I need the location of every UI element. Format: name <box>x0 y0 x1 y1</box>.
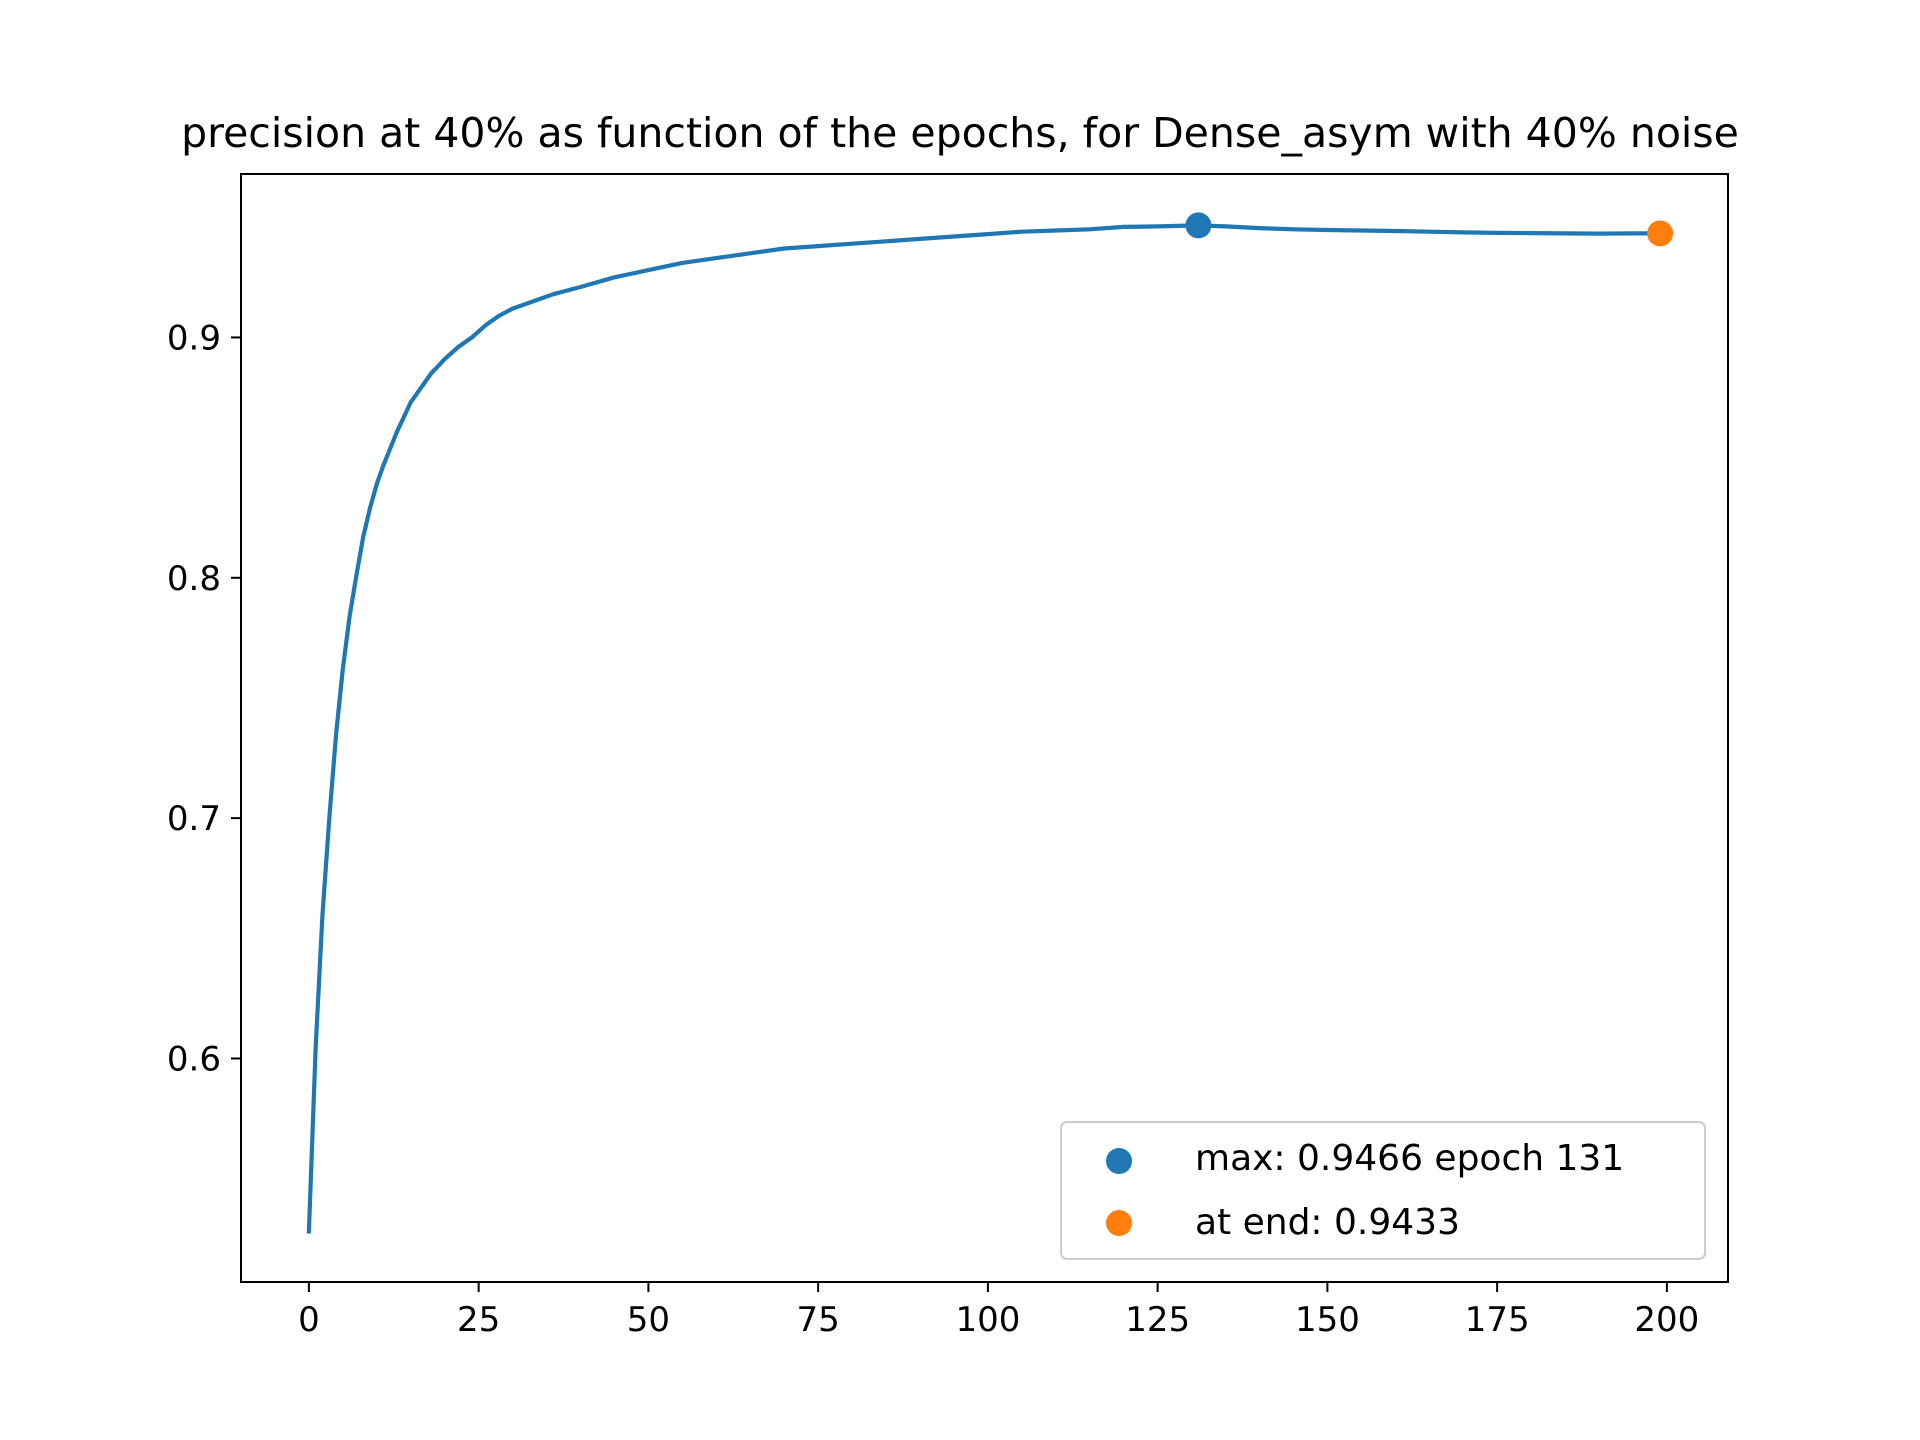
legend-box <box>1060 1121 1706 1260</box>
y-tick-label: 0.6 <box>167 1039 221 1079</box>
legend-label-end: at end: 0.9433 <box>1195 1202 1460 1243</box>
x-tick-label: 25 <box>457 1300 500 1340</box>
y-axis: 0.6 0.7 0.8 0.9 <box>167 318 241 1079</box>
marker-layer <box>1185 212 1674 247</box>
end-point-marker <box>1647 220 1674 247</box>
chart-title: precision at 40% as function of the epoc… <box>181 109 1739 157</box>
x-tick-label: 50 <box>627 1300 670 1340</box>
x-tick-label: 0 <box>298 1300 320 1340</box>
y-tick-label: 0.9 <box>167 318 221 358</box>
legend-marker-max <box>1106 1148 1132 1174</box>
x-tick-label: 150 <box>1295 1300 1360 1340</box>
x-tick-label: 200 <box>1634 1300 1699 1340</box>
x-axis: 0 25 50 75 100 125 150 175 200 <box>298 1282 1699 1340</box>
y-tick-label: 0.7 <box>167 799 221 839</box>
plot-area <box>306 212 1674 1234</box>
legend-marker-end <box>1106 1210 1132 1236</box>
legend-label-max: max: 0.9466 epoch 131 <box>1195 1138 1624 1179</box>
x-tick-label: 75 <box>797 1300 840 1340</box>
x-tick-label: 125 <box>1125 1300 1190 1340</box>
x-tick-label: 100 <box>955 1300 1020 1340</box>
x-tick-label: 175 <box>1465 1300 1530 1340</box>
axes-frame <box>240 173 1729 1283</box>
y-tick-label: 0.8 <box>167 559 221 599</box>
max-point-marker <box>1185 212 1212 239</box>
precision-series-line <box>306 223 1663 1234</box>
legend: max: 0.9466 epoch 131 at end: 0.9433 <box>1060 1121 1706 1260</box>
